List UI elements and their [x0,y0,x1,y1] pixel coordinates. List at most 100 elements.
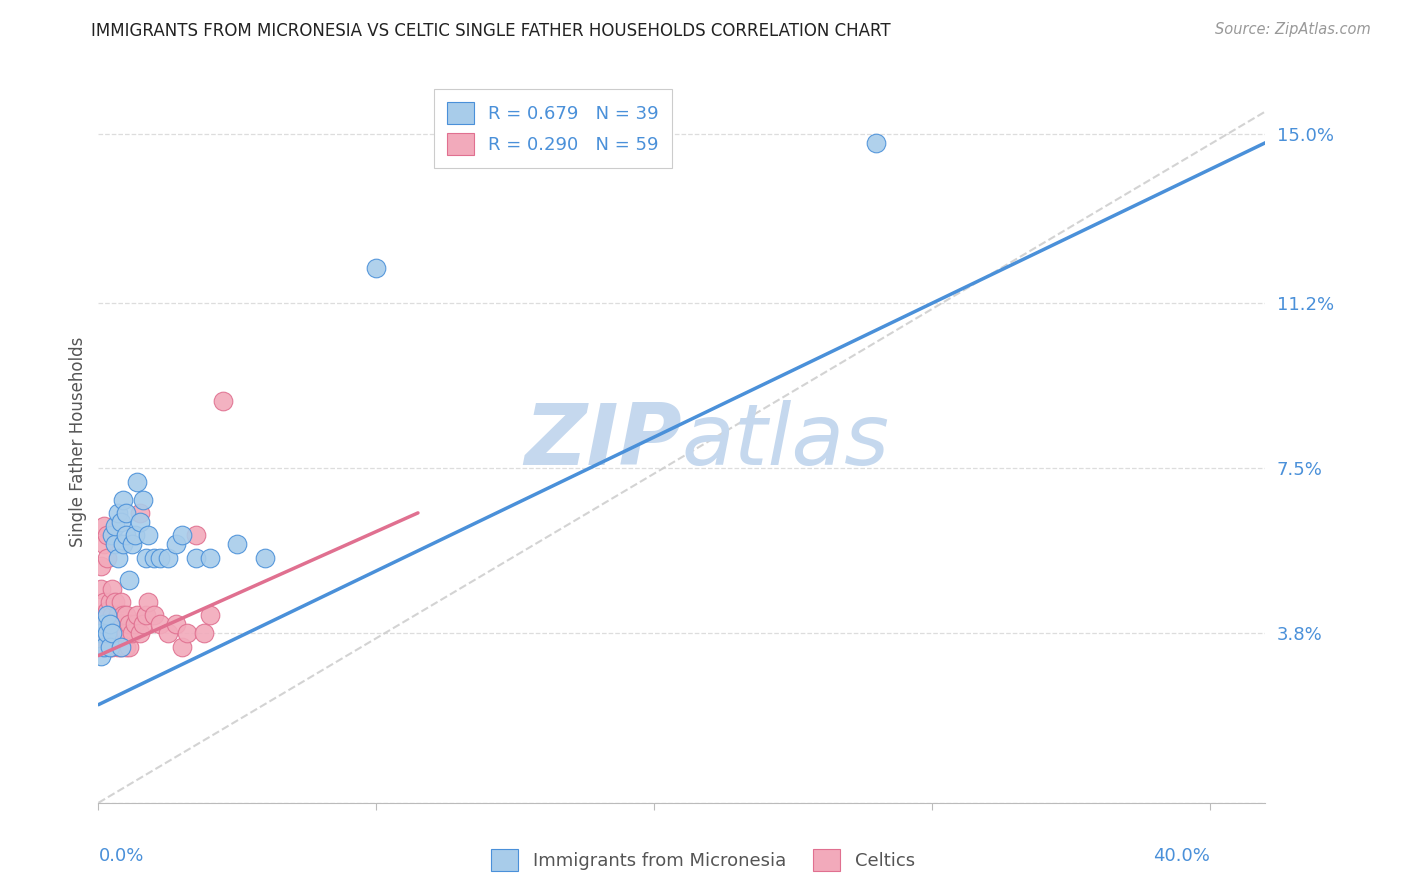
Point [98,626,121,640]
Point [110,640,132,654]
Point [101,582,124,596]
Point [118,573,141,587]
Point [96,626,118,640]
Text: IMMIGRANTS FROM MICRONESIA VS CELTIC SINGLE FATHER HOUSEHOLDS CORRELATION CHART: IMMIGRANTS FROM MICRONESIA VS CELTIC SIN… [91,22,891,40]
Point [104,626,127,640]
Point [104,617,127,632]
Point [865,136,887,150]
Point [124,617,146,632]
Point [184,550,207,565]
Point [135,550,157,565]
Point [115,528,138,542]
Point [90,559,112,574]
Point [93,640,115,654]
Point [96,550,118,565]
Point [118,640,141,654]
Point [101,640,124,654]
Text: atlas: atlas [682,400,890,483]
Point [170,640,193,654]
Point [98,617,121,632]
Legend: R = 0.679   N = 39, R = 0.290   N = 59: R = 0.679 N = 39, R = 0.290 N = 59 [434,89,672,168]
Point [104,595,127,609]
Point [104,537,127,551]
Point [143,608,166,623]
Point [112,537,135,551]
Text: 0.0%: 0.0% [98,847,143,865]
Point [165,617,187,632]
Point [124,528,146,542]
Point [127,608,149,623]
Text: ZIP: ZIP [524,400,682,483]
Point [212,394,235,409]
Point [98,640,121,654]
Point [93,537,115,551]
Point [148,617,170,632]
Point [165,537,187,551]
Point [132,617,155,632]
Point [254,550,277,565]
Text: Source: ZipAtlas.com: Source: ZipAtlas.com [1215,22,1371,37]
Point [104,519,127,533]
Point [90,626,112,640]
Point [107,506,129,520]
Point [96,617,118,632]
Point [110,617,132,632]
Point [198,550,221,565]
Point [115,506,138,520]
Point [226,537,249,551]
Point [118,617,141,632]
Point [98,595,121,609]
Point [93,617,115,632]
Point [96,528,118,542]
Point [112,626,135,640]
Point [101,528,124,542]
Point [90,640,112,654]
Point [93,617,115,632]
Point [107,550,129,565]
Point [148,550,170,565]
Point [96,604,118,618]
Point [96,626,118,640]
Text: 40.0%: 40.0% [1153,847,1209,865]
Point [129,506,152,520]
Point [98,640,121,654]
Point [129,515,152,529]
Point [132,492,155,507]
Point [156,550,179,565]
Point [96,608,118,623]
Point [138,528,160,542]
Point [110,595,132,609]
Point [112,492,135,507]
Point [193,626,215,640]
Point [90,648,112,663]
Point [135,608,157,623]
Point [101,626,124,640]
Point [93,626,115,640]
Point [176,626,198,640]
Point [129,626,152,640]
Point [121,537,143,551]
Point [90,582,112,596]
Legend: Immigrants from Micronesia, Celtics: Immigrants from Micronesia, Celtics [484,842,922,879]
Point [156,626,179,640]
Y-axis label: Single Father Households: Single Father Households [69,336,87,547]
Point [112,608,135,623]
Point [115,626,138,640]
Point [170,528,193,542]
Point [115,608,138,623]
Point [107,608,129,623]
Point [184,528,207,542]
Point [115,640,138,654]
Point [107,626,129,640]
Point [101,608,124,623]
Point [90,608,112,623]
Point [110,626,132,640]
Point [90,626,112,640]
Point [93,595,115,609]
Point [98,617,121,632]
Point [110,515,132,529]
Point [127,475,149,489]
Point [93,640,115,654]
Point [143,550,166,565]
Point [107,640,129,654]
